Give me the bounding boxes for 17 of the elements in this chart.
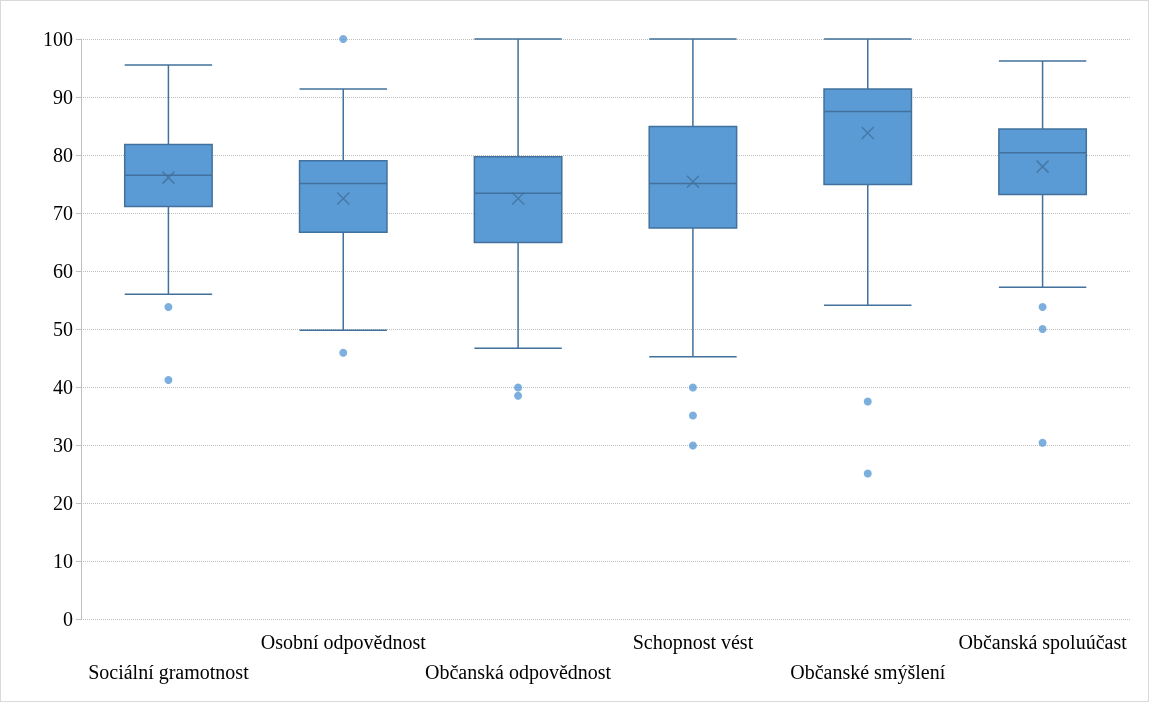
y-tick-label: 100	[43, 28, 73, 50]
y-tick-label: 20	[53, 492, 73, 514]
x-tick-label: Občanské smýšlení	[790, 661, 946, 684]
x-tick-label: Osobní odpovědnost	[260, 631, 427, 654]
y-tick-label: 90	[53, 86, 73, 108]
x-tick-label: Schopnost vést	[632, 631, 754, 654]
y-tick-label: 0	[63, 608, 73, 630]
y-tick-label: 50	[53, 318, 73, 340]
y-tick-label: 40	[53, 376, 73, 398]
y-tick-label: 70	[53, 202, 73, 224]
x-tick-label: Občanská odpovědnost	[425, 661, 612, 684]
y-tick-label: 60	[53, 260, 73, 282]
x-tick-label: Občanská spoluúčast	[958, 631, 1128, 654]
y-tick-label: 80	[53, 144, 73, 166]
y-tick-label: 30	[53, 434, 73, 456]
y-tick-label: 10	[53, 550, 73, 572]
x-tick-label: Sociální gramotnost	[88, 661, 250, 684]
